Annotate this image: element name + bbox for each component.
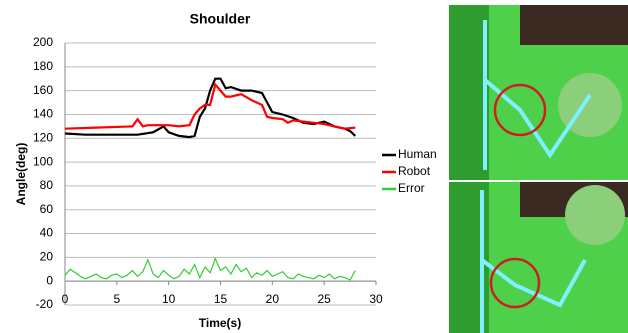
- chart-title: Shoulder: [190, 11, 251, 27]
- x-tick-label: 20: [266, 292, 280, 306]
- y-tick-label: 140: [33, 107, 53, 121]
- y-tick-label: 200: [33, 35, 53, 49]
- legend-label: Robot: [398, 164, 431, 178]
- x-tick-label: 10: [162, 292, 176, 306]
- y-tick-label: 120: [33, 130, 53, 144]
- x-tick-label: 5: [113, 292, 120, 306]
- y-tick-label: 40: [40, 226, 54, 240]
- y-tick-label: 80: [40, 178, 54, 192]
- x-axis-label: Time(s): [199, 316, 241, 330]
- y-tick-label: 20: [40, 250, 54, 264]
- page: Shoulder Time(s) Angle(deg) -20 0 20 40 60 80…: [0, 0, 628, 333]
- photo-bottom-ball: [565, 185, 625, 245]
- y-tick-label: 60: [40, 202, 54, 216]
- legend-label: Error: [398, 181, 425, 195]
- x-tick-label: 15: [214, 292, 228, 306]
- photo-top-dark: [520, 5, 628, 45]
- y-axis-label: Angle(deg): [14, 143, 28, 206]
- chart: Shoulder Time(s) Angle(deg) -20 0 20 40 60 80…: [0, 0, 628, 333]
- x-tick-label: 25: [317, 292, 331, 306]
- y-tick-label: 180: [33, 59, 53, 73]
- y-tick-label: 100: [33, 154, 53, 168]
- y-tick-label: 160: [33, 83, 53, 97]
- y-tick-label: 0: [46, 273, 53, 287]
- y-tick-label: -20: [36, 297, 54, 311]
- x-tick-label: 0: [62, 292, 69, 306]
- photos: [449, 5, 628, 333]
- legend-label: Human: [398, 147, 437, 161]
- x-tick-label: 30: [369, 292, 383, 306]
